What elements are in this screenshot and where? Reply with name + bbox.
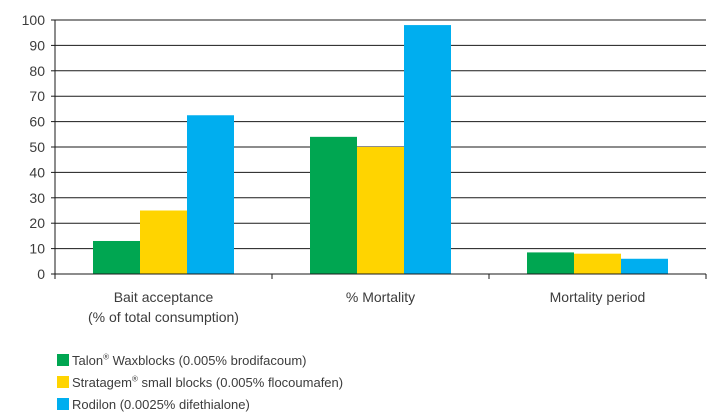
- bar-series0-cat1: [310, 136, 357, 274]
- y-tick-label: 30: [29, 190, 45, 206]
- legend-label-talon: Talon® Waxblocks (0.005% brodifacoum): [72, 352, 307, 368]
- y-tick-label: 60: [29, 114, 45, 130]
- bars: [93, 25, 668, 274]
- y-tick-label: 100: [22, 12, 46, 28]
- y-tick-label: 80: [29, 63, 45, 79]
- legend-item-talon: Talon® Waxblocks (0.005% brodifacoum): [57, 349, 343, 371]
- axes: [51, 19, 707, 279]
- y-tick-label: 0: [37, 266, 45, 282]
- bar-series0-cat2: [527, 252, 574, 274]
- bar-series1-cat2: [574, 253, 621, 274]
- bar-series1-cat1: [357, 147, 404, 274]
- x-category-label: % Mortality: [346, 289, 415, 305]
- bar-series2-cat0: [187, 115, 234, 274]
- y-tick-label: 70: [29, 88, 45, 104]
- y-tick-label: 90: [29, 37, 45, 53]
- bar-series1-cat0: [140, 210, 187, 274]
- legend-swatch-stratagem: [57, 376, 69, 388]
- y-tick-label: 10: [29, 241, 45, 257]
- legend-item-rodilon: Rodilon (0.0025% difethialone): [57, 393, 343, 415]
- bar-chart: 0 10 20 30 40 50 60 70 80 90 100 Bait acceptance (%…: [22, 12, 707, 325]
- x-axis-categories: Bait acceptance (% of total consumption)%…: [88, 289, 645, 325]
- legend-label-rodilon: Rodilon (0.0025% difethialone): [72, 396, 250, 412]
- x-category-label: Bait acceptance: [114, 289, 214, 305]
- legend-label-stratagem: Stratagem® small blocks (0.005% flocouma…: [72, 374, 344, 390]
- bar-series2-cat1: [404, 25, 451, 274]
- x-category-label: (% of total consumption): [88, 309, 239, 325]
- bar-series0-cat0: [93, 240, 140, 274]
- legend: Talon® Waxblocks (0.005% brodifacoum) St…: [57, 349, 343, 415]
- y-tick-label: 40: [29, 164, 45, 180]
- bar-series2-cat2: [621, 258, 668, 274]
- legend-swatch-talon: [57, 354, 69, 366]
- y-tick-label: 50: [29, 139, 45, 155]
- legend-swatch-rodilon: [57, 398, 69, 410]
- legend-item-stratagem: Stratagem® small blocks (0.005% flocouma…: [57, 371, 343, 393]
- y-tick-label: 20: [29, 215, 45, 231]
- y-axis-ticks: 0 10 20 30 40 50 60 70 80 90 100: [22, 12, 46, 282]
- x-category-label: Mortality period: [550, 289, 646, 305]
